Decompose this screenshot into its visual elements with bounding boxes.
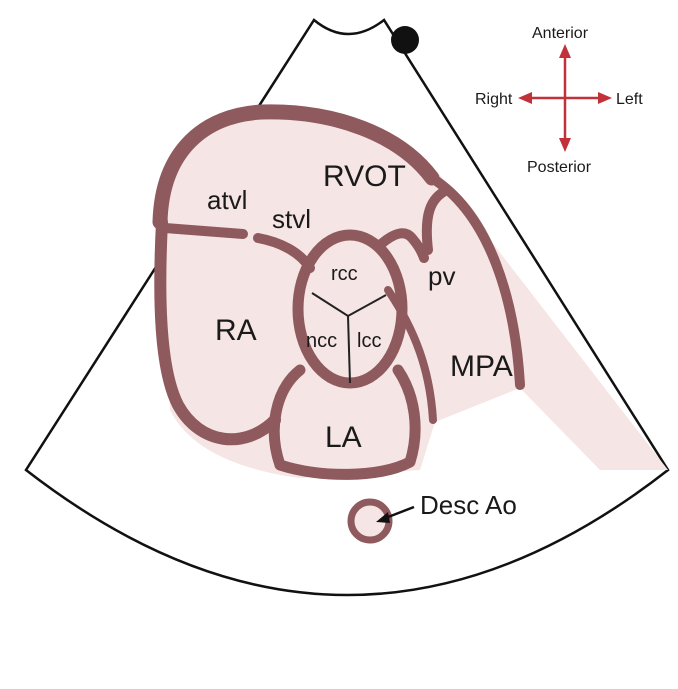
arrow-left-icon bbox=[518, 92, 532, 104]
orientation-compass: Anterior Right Left Posterior bbox=[475, 25, 643, 176]
label-la: LA bbox=[325, 421, 362, 454]
arrow-down-icon bbox=[559, 138, 571, 152]
desc-ao-arrow bbox=[376, 505, 415, 523]
orientation-dot bbox=[391, 26, 419, 54]
compass-right: Right bbox=[475, 91, 513, 108]
aortic-cusp-lines bbox=[311, 292, 387, 384]
label-desc-ao: Desc Ao bbox=[420, 490, 517, 520]
compass-anterior: Anterior bbox=[532, 25, 589, 42]
label-mpa: MPA bbox=[450, 350, 513, 383]
label-stvl: stvl bbox=[272, 204, 311, 234]
heart-walls bbox=[152, 104, 525, 480]
label-rvot: RVOT bbox=[323, 160, 406, 193]
compass-posterior: Posterior bbox=[527, 159, 592, 176]
label-atvl: atvl bbox=[207, 185, 247, 215]
label-ra: RA bbox=[215, 314, 257, 347]
label-lcc: lcc bbox=[357, 330, 381, 352]
label-rcc: rcc bbox=[331, 263, 358, 285]
arrow-up-icon bbox=[559, 44, 571, 58]
label-pv: pv bbox=[428, 261, 455, 291]
arrow-right-icon bbox=[598, 92, 612, 104]
compass-left: Left bbox=[616, 91, 643, 108]
label-ncc: ncc bbox=[306, 330, 337, 352]
